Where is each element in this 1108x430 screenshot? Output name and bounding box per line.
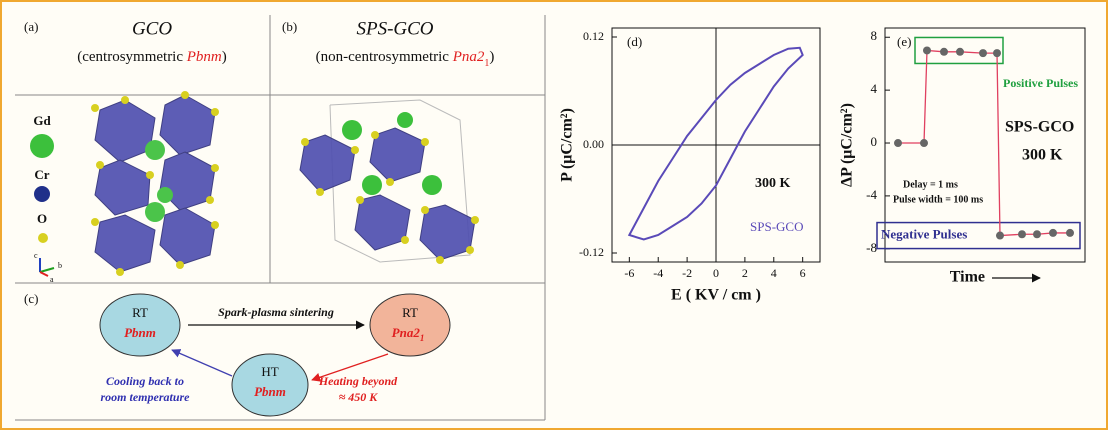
panel-label: (e) — [897, 34, 911, 49]
node-temp: HT — [261, 364, 278, 379]
annotation: 300 K — [1022, 147, 1063, 164]
node-temp: RT — [402, 305, 418, 320]
x-tick-label: 4 — [771, 266, 777, 280]
x-tick-label: -4 — [653, 266, 663, 280]
annotation: Positive Pulses — [1003, 76, 1078, 90]
data-point — [923, 46, 931, 54]
data-point — [1049, 229, 1057, 237]
annotation: Pulse width = 100 ms — [893, 194, 983, 205]
edge-label: room temperature — [101, 390, 191, 404]
panel-label: (c) — [24, 291, 38, 306]
panel-title: GCO — [132, 18, 172, 39]
axis-letter: b — [58, 261, 62, 270]
annotation: Negative Pulses — [881, 227, 967, 242]
data-point — [894, 139, 902, 147]
subtitle-text: (centrosymmetric — [77, 49, 187, 65]
x-axis-label: Time — [950, 269, 985, 286]
y-tick-label: 0 — [871, 134, 878, 149]
space-group: Pbnm — [186, 49, 222, 65]
edge-label: Spark-plasma sintering — [218, 305, 334, 319]
o-atom — [38, 233, 48, 243]
x-tick-label: -6 — [624, 266, 634, 280]
panel-label: (a) — [24, 19, 38, 34]
data-point — [979, 49, 987, 57]
data-point — [996, 232, 1004, 240]
y-tick-label: -0.12 — [579, 245, 604, 259]
legend-label: Gd — [33, 113, 51, 128]
y-axis-label: ΔP (μC/cm²) — [839, 103, 856, 187]
y-tick-label: 8 — [871, 28, 878, 43]
gd-atom — [30, 134, 54, 158]
x-axis-label: E ( KV / cm ) — [671, 287, 761, 304]
edge-label: Heating beyond — [318, 374, 398, 388]
data-point — [920, 139, 928, 147]
data-point — [956, 48, 964, 56]
data-point — [940, 48, 948, 56]
data-point — [1033, 230, 1041, 238]
annotation: SPS-GCO — [1005, 119, 1074, 136]
y-tick-label: 0.00 — [583, 137, 604, 151]
legend-label: O — [37, 211, 47, 226]
figure: (a) GCO (centrosymmetric Pbnm) Gd Cr O c… — [0, 0, 1108, 430]
space-group: Pna2 — [452, 49, 485, 65]
edge-label: ≈ 450 K — [339, 390, 379, 404]
y-axis-label: P (μC/cm²) — [559, 108, 576, 182]
panel-label: (d) — [627, 34, 642, 49]
y-tick-label: -4 — [866, 187, 877, 202]
axis-letter: c — [34, 251, 38, 260]
annotation: Delay = 1 ms — [903, 179, 958, 190]
panel-label: (b) — [282, 19, 297, 34]
data-point — [1018, 230, 1026, 238]
axis-letter: a — [50, 275, 54, 284]
cr-atom — [34, 186, 50, 202]
phase-sub: 1 — [420, 333, 425, 343]
subtitle-text: ) — [222, 49, 227, 65]
annotation: 300 K — [755, 176, 791, 191]
subtitle-text: ) — [489, 49, 494, 65]
x-tick-label: 0 — [713, 266, 719, 280]
x-tick-label: 2 — [742, 266, 748, 280]
node-phase: Pbnm — [254, 384, 286, 399]
x-tick-label: -2 — [682, 266, 692, 280]
data-point — [1066, 229, 1074, 237]
legend-label: Cr — [34, 167, 49, 182]
phase-text: Pna2 — [392, 325, 421, 340]
page: { "panel_a": {"label": "(a)", "title": "… — [0, 0, 1108, 430]
y-tick-label: 0.12 — [583, 29, 604, 43]
panel-subtitle: (centrosymmetric Pbnm) — [77, 49, 227, 65]
node-phase: Pbnm — [124, 325, 156, 340]
x-tick-label: 6 — [800, 266, 806, 280]
y-tick-label: -8 — [866, 240, 877, 255]
data-point — [993, 49, 1001, 57]
edge-label: Cooling back to — [106, 374, 184, 388]
annotation: SPS-GCO — [750, 219, 803, 234]
y-tick-label: 4 — [871, 81, 878, 96]
panel-title: SPS-GCO — [356, 18, 433, 39]
subtitle-text: (non-centrosymmetric — [316, 49, 453, 65]
node-temp: RT — [132, 305, 148, 320]
